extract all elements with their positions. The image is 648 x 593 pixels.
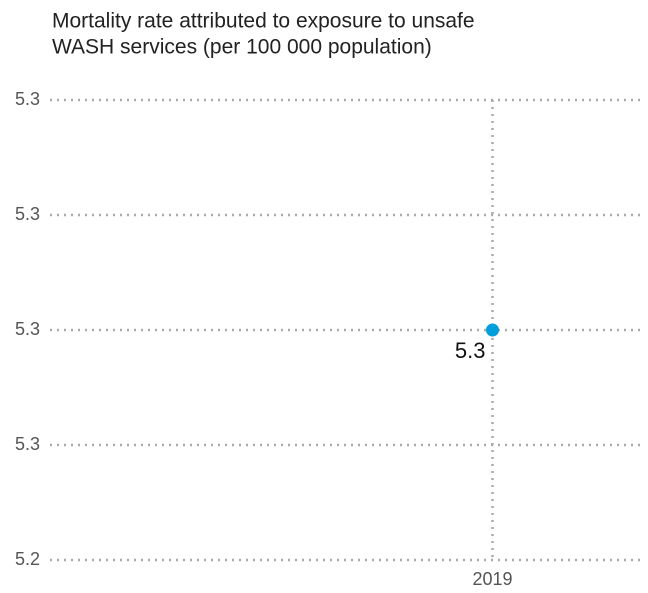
data-label: 5.3 <box>455 338 486 363</box>
y-tick-label: 5.3 <box>15 89 40 109</box>
point <box>486 323 499 337</box>
x-tick-label: 2019 <box>472 569 512 589</box>
y-tick-label: 5.3 <box>15 434 40 454</box>
y-tick-label: 5.3 <box>15 204 40 224</box>
chart-title: Mortality rate attributed to exposure to… <box>52 10 475 33</box>
chart-title: WASH services (per 100 000 population) <box>52 36 432 59</box>
y-tick-label: 5.3 <box>15 319 40 339</box>
y-tick-label: 5.2 <box>15 549 40 569</box>
